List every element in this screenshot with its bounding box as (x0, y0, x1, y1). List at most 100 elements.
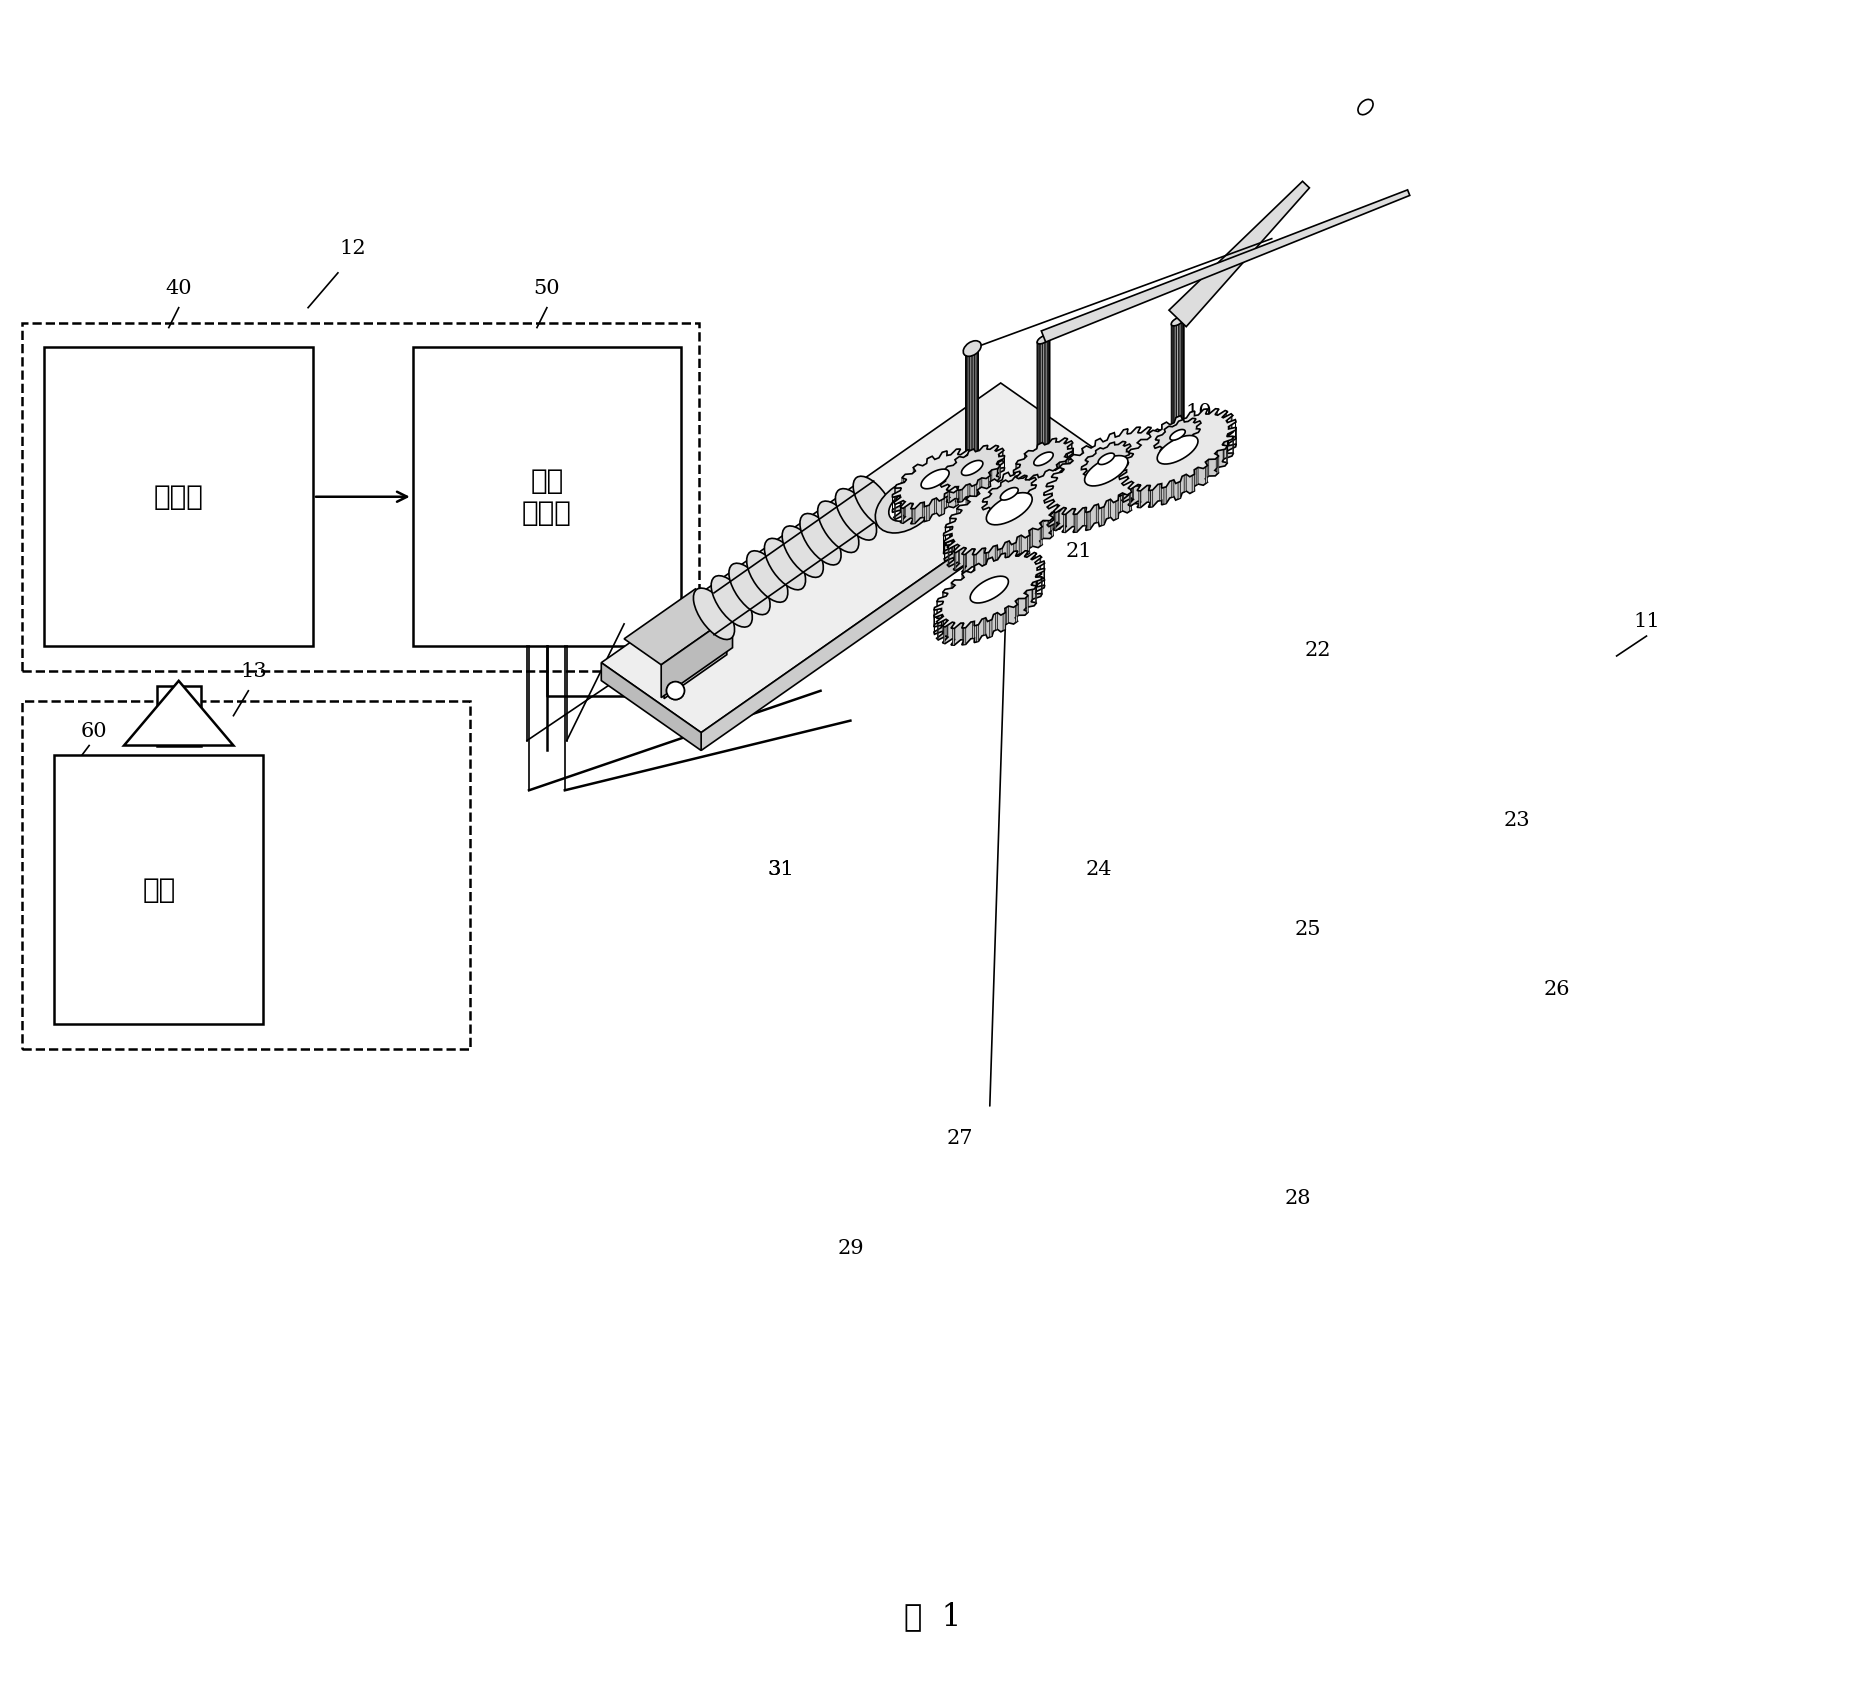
Polygon shape (1179, 420, 1181, 432)
Polygon shape (1004, 612, 1006, 631)
Polygon shape (937, 471, 939, 491)
Polygon shape (1170, 430, 1185, 440)
Polygon shape (987, 493, 1032, 525)
Polygon shape (1056, 468, 1058, 479)
Polygon shape (1008, 541, 1010, 559)
Polygon shape (987, 558, 991, 576)
Bar (45, 347, 313, 646)
Ellipse shape (853, 476, 894, 527)
Polygon shape (1095, 476, 1097, 488)
Text: 26: 26 (1543, 979, 1569, 1000)
Polygon shape (982, 474, 1036, 513)
Polygon shape (1103, 452, 1105, 486)
Polygon shape (1006, 500, 1008, 525)
Polygon shape (1037, 444, 1039, 456)
Polygon shape (627, 597, 728, 666)
Polygon shape (1013, 439, 1073, 479)
Polygon shape (995, 612, 996, 631)
Polygon shape (1024, 452, 1026, 464)
Polygon shape (1110, 434, 1112, 452)
Polygon shape (1019, 536, 1021, 554)
Polygon shape (933, 471, 935, 493)
Text: 27: 27 (946, 1129, 972, 1148)
Polygon shape (955, 490, 957, 507)
Polygon shape (892, 464, 978, 524)
Ellipse shape (765, 539, 806, 590)
Polygon shape (1008, 507, 1010, 532)
Polygon shape (1120, 493, 1123, 512)
Polygon shape (1088, 512, 1090, 530)
Polygon shape (991, 571, 993, 609)
Polygon shape (942, 452, 944, 468)
Polygon shape (1017, 468, 1019, 486)
Text: 23: 23 (1504, 811, 1530, 830)
Polygon shape (664, 622, 728, 699)
Polygon shape (1196, 468, 1198, 484)
Polygon shape (1099, 450, 1114, 461)
Polygon shape (1013, 551, 1015, 568)
Polygon shape (1017, 505, 1019, 517)
Polygon shape (1176, 416, 1177, 434)
Polygon shape (1164, 486, 1166, 505)
Polygon shape (931, 473, 933, 495)
Polygon shape (935, 479, 937, 502)
Polygon shape (1172, 425, 1174, 437)
Polygon shape (1129, 493, 1131, 512)
Text: 22: 22 (1304, 641, 1330, 661)
Polygon shape (1015, 605, 1017, 622)
Polygon shape (1164, 428, 1166, 440)
Bar (412, 347, 681, 646)
Polygon shape (931, 481, 935, 502)
Polygon shape (1172, 479, 1174, 498)
Polygon shape (1123, 430, 1125, 447)
Polygon shape (1170, 423, 1172, 442)
Ellipse shape (1358, 99, 1373, 114)
Polygon shape (946, 491, 948, 508)
Polygon shape (937, 479, 939, 502)
Polygon shape (1082, 442, 1131, 476)
Ellipse shape (746, 551, 787, 602)
Polygon shape (1084, 456, 1127, 486)
Polygon shape (989, 619, 993, 638)
Polygon shape (983, 617, 985, 636)
Text: 30: 30 (797, 542, 825, 561)
Polygon shape (1036, 474, 1037, 486)
Ellipse shape (875, 479, 939, 534)
Ellipse shape (782, 525, 823, 578)
Polygon shape (963, 627, 967, 644)
Circle shape (666, 682, 685, 700)
Polygon shape (982, 563, 996, 575)
Polygon shape (961, 461, 983, 476)
Circle shape (666, 682, 685, 700)
Polygon shape (623, 588, 733, 665)
Polygon shape (980, 478, 982, 491)
Ellipse shape (888, 491, 924, 522)
Text: 30: 30 (827, 542, 855, 561)
Polygon shape (982, 486, 1036, 525)
Polygon shape (1127, 434, 1129, 452)
Text: 10: 10 (1185, 403, 1213, 422)
Ellipse shape (899, 488, 912, 500)
Polygon shape (702, 452, 1101, 750)
Polygon shape (935, 459, 937, 474)
Polygon shape (661, 615, 733, 697)
Polygon shape (123, 680, 233, 746)
Polygon shape (1153, 418, 1202, 452)
Polygon shape (963, 573, 965, 590)
Polygon shape (1095, 449, 1097, 462)
Ellipse shape (694, 588, 735, 639)
Text: 马达
驱动部: 马达 驱动部 (522, 466, 571, 527)
Polygon shape (985, 573, 989, 610)
Polygon shape (970, 576, 1008, 604)
Polygon shape (1105, 459, 1107, 493)
Polygon shape (1026, 479, 1030, 491)
Text: 12: 12 (340, 240, 366, 258)
Polygon shape (982, 564, 983, 583)
Polygon shape (955, 449, 959, 464)
Polygon shape (935, 568, 1045, 646)
Text: 60: 60 (80, 721, 108, 741)
Polygon shape (1163, 423, 1164, 442)
Polygon shape (1108, 450, 1110, 484)
Polygon shape (1010, 476, 1013, 495)
Polygon shape (1013, 449, 1073, 491)
